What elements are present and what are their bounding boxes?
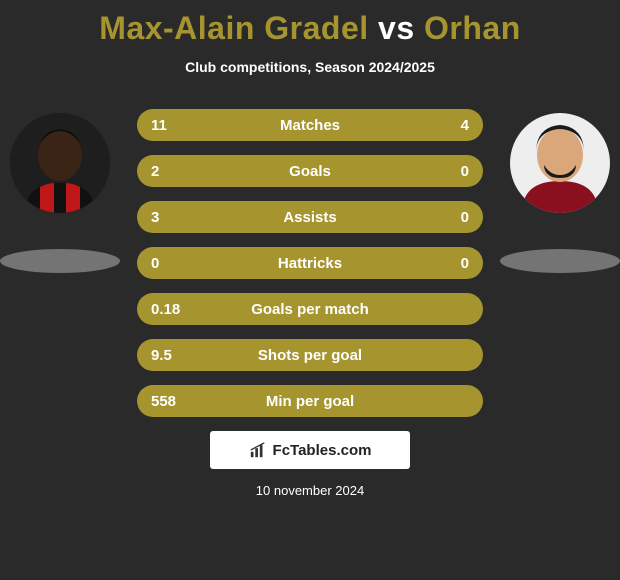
- stat-left-value: 2: [151, 163, 159, 180]
- page-title: Max-Alain Gradel vs Orhan: [0, 0, 620, 47]
- stat-label: Shots per goal: [137, 347, 483, 364]
- stat-bar: 558Min per goal: [137, 385, 483, 417]
- brand-text: FcTables.com: [273, 442, 372, 459]
- stat-right-value: 4: [461, 117, 469, 134]
- player-right-avatar: [510, 113, 610, 213]
- avatar-right-head: [537, 128, 583, 182]
- stat-right-value: 0: [461, 209, 469, 226]
- subtitle: Club competitions, Season 2024/2025: [0, 59, 620, 75]
- bars-icon: [249, 441, 267, 459]
- player-left-shadow: [0, 249, 120, 273]
- stat-label: Goals per match: [137, 301, 483, 318]
- stat-right-value: 0: [461, 255, 469, 272]
- stat-label: Assists: [137, 209, 483, 226]
- comparison-stage: 11Matches42Goals03Assists00Hattricks00.1…: [0, 109, 620, 417]
- title-left-name: Max-Alain Gradel: [99, 10, 368, 46]
- stat-right-value: 0: [461, 163, 469, 180]
- stat-bar: 2Goals0: [137, 155, 483, 187]
- brand-box: FcTables.com: [210, 431, 410, 469]
- stat-bars: 11Matches42Goals03Assists00Hattricks00.1…: [137, 109, 483, 417]
- stat-left-value: 11: [151, 117, 167, 134]
- player-right-shadow: [500, 249, 620, 273]
- stat-bar: 0Hattricks0: [137, 247, 483, 279]
- title-right-name: Orhan: [424, 10, 521, 46]
- stat-left-value: 9.5: [151, 347, 172, 364]
- player-left-avatar: [10, 113, 110, 213]
- stat-left-value: 3: [151, 209, 159, 226]
- title-vs: vs: [369, 10, 424, 46]
- avatar-right-svg: [510, 113, 610, 213]
- avatar-left-stripe-1: [40, 183, 54, 213]
- stat-left-value: 0: [151, 255, 159, 272]
- stat-label: Goals: [137, 163, 483, 180]
- date-text: 10 november 2024: [0, 483, 620, 498]
- stat-label: Hattricks: [137, 255, 483, 272]
- avatar-left-svg: [10, 113, 110, 213]
- stat-bar: 9.5Shots per goal: [137, 339, 483, 371]
- avatar-left-stripe-2: [66, 183, 80, 213]
- stat-left-value: 558: [151, 393, 176, 410]
- stat-bar: 0.18Goals per match: [137, 293, 483, 325]
- stat-left-value: 0.18: [151, 301, 180, 318]
- stat-bar: 3Assists0: [137, 201, 483, 233]
- stat-label: Min per goal: [137, 393, 483, 410]
- comparison-card: Max-Alain Gradel vs Orhan Club competiti…: [0, 0, 620, 580]
- stat-bar: 11Matches4: [137, 109, 483, 141]
- stat-label: Matches: [137, 117, 483, 134]
